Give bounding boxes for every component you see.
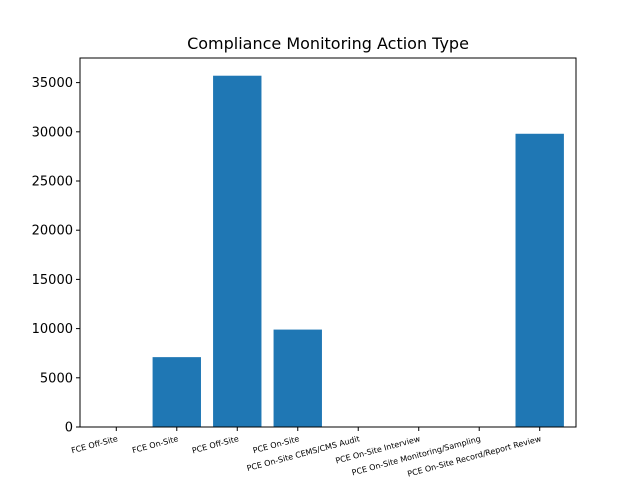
bar-3 [273,329,322,427]
y-tick-label-7: 35000 [32,76,73,91]
bars-group [152,75,564,427]
y-tick-label-2: 10000 [32,322,73,337]
x-tick-label-0: FCE Off-Site [70,434,119,455]
x-tick-label-1: FCE On-Site [131,434,179,455]
y-tick-label-1: 5000 [40,371,73,386]
y-tick-label-6: 30000 [32,125,73,140]
bar-1 [152,357,201,427]
bar-2 [213,75,262,427]
bar-7 [515,133,564,427]
y-axis: 0 5000 10000 15000 20000 25000 30000 35000 [32,76,80,436]
plot-frame [79,57,577,428]
x-axis: FCE Off-Site FCE On-Site PCE Off-Site PCE O… [70,427,543,479]
x-tick-label-2: PCE Off-Site [191,434,240,455]
y-tick-label-3: 15000 [32,273,73,288]
y-tick-label-0: 0 [65,421,73,436]
chart-title: Compliance Monitoring Action Type [187,34,469,53]
y-tick-label-5: 25000 [32,175,73,190]
y-tick-label-4: 20000 [32,224,73,239]
